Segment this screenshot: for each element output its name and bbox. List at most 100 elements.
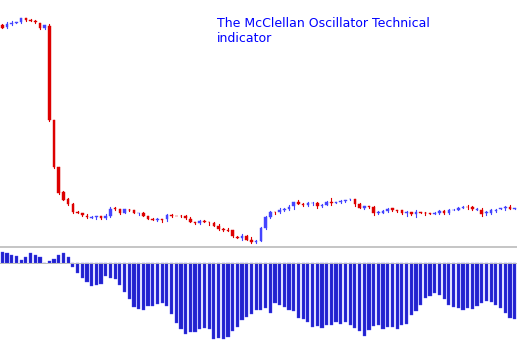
Bar <box>301 263 305 319</box>
Text: The McClellan Oscillator Technical
indicator: The McClellan Oscillator Technical indic… <box>217 17 430 45</box>
Bar <box>321 205 323 206</box>
Bar <box>410 212 413 214</box>
Bar <box>419 263 422 305</box>
Bar <box>480 263 483 303</box>
Bar <box>133 210 135 213</box>
Bar <box>429 263 432 296</box>
Bar <box>508 263 512 318</box>
Bar <box>264 263 267 308</box>
Bar <box>165 263 169 306</box>
Bar <box>424 263 427 298</box>
Bar <box>57 255 60 263</box>
Bar <box>24 257 27 263</box>
Bar <box>250 240 253 242</box>
Bar <box>81 263 84 279</box>
Bar <box>330 202 332 203</box>
Bar <box>278 263 281 304</box>
Bar <box>10 255 13 263</box>
Bar <box>185 216 187 218</box>
Bar <box>409 263 413 315</box>
Bar <box>429 213 431 214</box>
Bar <box>513 208 516 209</box>
Bar <box>170 263 173 314</box>
Bar <box>81 213 84 215</box>
Bar <box>311 263 314 327</box>
Bar <box>358 263 361 331</box>
Bar <box>48 26 51 120</box>
Bar <box>339 263 342 324</box>
Bar <box>207 263 211 329</box>
Bar <box>344 200 347 201</box>
Bar <box>354 199 356 204</box>
Bar <box>269 212 271 217</box>
Bar <box>109 263 112 278</box>
Bar <box>95 263 98 285</box>
Bar <box>95 216 98 217</box>
Bar <box>292 263 295 311</box>
Bar <box>273 263 277 303</box>
Bar <box>241 236 244 238</box>
Bar <box>490 263 493 302</box>
Bar <box>25 18 27 20</box>
Bar <box>330 263 333 325</box>
Bar <box>156 219 159 220</box>
Bar <box>372 207 375 213</box>
Bar <box>151 263 155 306</box>
Bar <box>217 263 220 338</box>
Bar <box>137 263 140 309</box>
Bar <box>71 263 74 267</box>
Bar <box>264 217 267 228</box>
Bar <box>283 209 286 210</box>
Bar <box>1 252 4 263</box>
Bar <box>39 22 41 28</box>
Bar <box>34 21 37 22</box>
Bar <box>405 263 408 324</box>
Bar <box>462 207 464 208</box>
Bar <box>156 263 159 304</box>
Bar <box>146 263 150 306</box>
Bar <box>382 211 384 212</box>
Bar <box>142 263 145 310</box>
Bar <box>189 263 192 332</box>
Bar <box>226 230 229 231</box>
Bar <box>297 202 300 203</box>
Bar <box>104 216 107 218</box>
Bar <box>513 263 516 319</box>
Bar <box>114 263 117 279</box>
Bar <box>288 207 291 209</box>
Bar <box>160 263 164 303</box>
Bar <box>348 263 352 325</box>
Bar <box>367 263 371 330</box>
Bar <box>278 210 281 212</box>
Bar <box>198 263 202 329</box>
Bar <box>382 263 385 329</box>
Bar <box>217 226 220 229</box>
Bar <box>471 207 474 209</box>
Bar <box>1 25 4 28</box>
Bar <box>193 263 196 333</box>
Bar <box>118 209 121 213</box>
Bar <box>443 211 446 213</box>
Bar <box>222 229 224 230</box>
Bar <box>307 203 309 205</box>
Bar <box>499 263 502 308</box>
Bar <box>415 212 417 214</box>
Bar <box>15 22 18 23</box>
Bar <box>315 263 319 326</box>
Bar <box>504 263 507 313</box>
Bar <box>29 254 32 263</box>
Bar <box>5 253 9 263</box>
Bar <box>316 202 318 206</box>
Bar <box>306 263 310 322</box>
Bar <box>391 208 394 210</box>
Bar <box>231 263 234 331</box>
Bar <box>386 263 389 327</box>
Bar <box>447 263 450 304</box>
Bar <box>400 263 403 325</box>
Bar <box>179 263 183 329</box>
Bar <box>86 216 88 217</box>
Bar <box>448 210 450 213</box>
Bar <box>123 209 126 212</box>
Bar <box>62 254 65 263</box>
Bar <box>15 256 18 263</box>
